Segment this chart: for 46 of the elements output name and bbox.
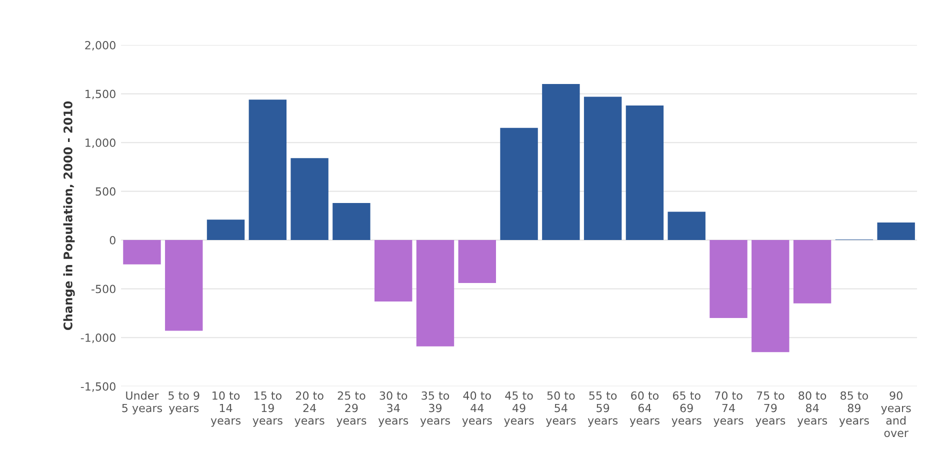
bar [332, 202, 370, 240]
x-tick-label: Under 5 years [122, 391, 162, 414]
x-tick-label: 75 to 79 years [755, 392, 786, 427]
bar [793, 240, 832, 304]
x-tick-label: 10 to 14 years [210, 391, 241, 427]
y-axis-title: Change in Population, 2000 - 2010 [63, 101, 75, 330]
x-tick-label: 35 to 39 years [420, 391, 450, 427]
x-tick-label: 5 to 9 years [168, 391, 200, 414]
x-tick-label: 20 to 24 years [294, 391, 324, 427]
bar [877, 222, 915, 240]
x-tick-label: 85 to 89 years [839, 391, 869, 427]
bar [123, 240, 161, 264]
y-tick-label: 0 [110, 236, 116, 244]
x-tick-label: 70 to 74 years [714, 391, 744, 427]
bar [165, 240, 203, 331]
x-tick-label: 25 to 29 years [336, 391, 366, 427]
y-tick-label: 500 [96, 187, 116, 196]
bar [500, 128, 538, 240]
x-tick-label: 45 to 49 years [504, 392, 534, 427]
bar [416, 240, 454, 346]
x-tick-label: 15 to 19 years [252, 392, 282, 427]
x-tick-label: 90 years and over [881, 391, 911, 438]
y-tick-label: 1,000 [86, 138, 116, 148]
x-tick-label: 30 to 34 years [378, 391, 408, 427]
y-tick-label: 2,000 [85, 41, 116, 51]
x-tick-label: 40 to 44 years [462, 391, 492, 427]
bar [542, 84, 580, 240]
bar [206, 220, 245, 240]
bar [290, 158, 328, 240]
bar [248, 100, 287, 240]
y-tick-label: -1,500 [80, 382, 116, 392]
y-tick-label: 1,500 [86, 90, 116, 100]
bar [752, 240, 790, 352]
bar [710, 240, 748, 318]
bar [668, 212, 706, 240]
bar [626, 105, 664, 240]
x-tick-label: 60 to 64 years [630, 391, 660, 427]
bar [458, 240, 496, 283]
x-tick-label: 55 to 59 years [588, 392, 618, 427]
x-tick-label: 50 to 54 years [546, 391, 576, 427]
bar [374, 240, 412, 302]
y-tick-label: -1,000 [80, 334, 116, 344]
x-tick-label: 65 to 69 years [672, 391, 702, 427]
bar [584, 96, 622, 240]
y-tick-label: -500 [91, 284, 116, 294]
x-tick-label: 80 to 84 years [797, 391, 828, 427]
